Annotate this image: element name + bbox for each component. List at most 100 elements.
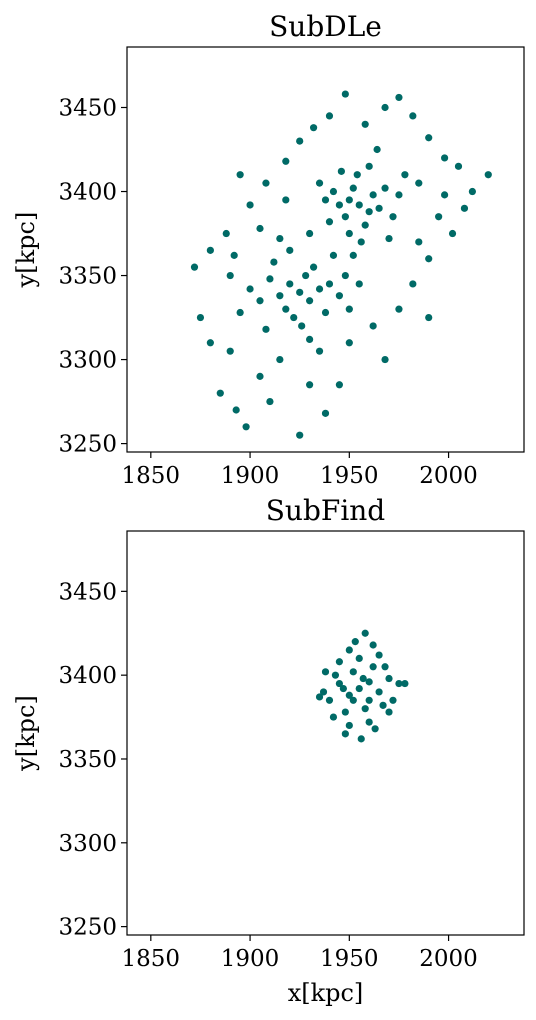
chart-title: SubFind	[266, 494, 386, 527]
x-tick-label: 1850	[122, 946, 181, 972]
point	[484, 171, 492, 179]
y-tick-label: 3300	[58, 348, 117, 374]
point	[335, 292, 343, 300]
point	[373, 145, 381, 154]
point	[365, 208, 373, 216]
point	[381, 103, 389, 112]
point	[329, 713, 338, 721]
y-tick-label: 3350	[58, 747, 117, 773]
point	[365, 696, 373, 704]
point	[236, 308, 244, 317]
point	[190, 263, 199, 271]
point	[236, 171, 244, 179]
point	[355, 201, 363, 209]
point	[341, 708, 349, 716]
point	[425, 134, 433, 142]
point	[270, 258, 278, 266]
point	[296, 288, 304, 296]
point	[216, 389, 224, 397]
point	[401, 171, 409, 179]
point	[337, 167, 345, 175]
point	[266, 397, 274, 406]
y-tick-label: 3450	[58, 95, 117, 121]
point	[355, 684, 363, 693]
point	[286, 280, 294, 288]
point	[409, 280, 417, 288]
point	[381, 184, 389, 192]
x-tick-label: 1900	[221, 946, 280, 972]
x-tick-label: 1850	[122, 463, 181, 489]
y-tick-label: 3300	[58, 831, 117, 857]
point	[355, 654, 363, 663]
point	[349, 668, 357, 676]
point	[306, 297, 314, 305]
point	[415, 179, 423, 187]
point	[371, 725, 379, 733]
point	[276, 355, 284, 364]
point	[365, 718, 373, 726]
point	[357, 238, 365, 246]
point	[262, 179, 270, 187]
point	[369, 322, 377, 330]
point	[365, 678, 373, 686]
point	[448, 229, 457, 238]
point	[282, 196, 290, 204]
point	[262, 325, 270, 333]
point	[226, 271, 234, 280]
point	[375, 204, 383, 212]
y-axis-label: y[kpc]	[12, 212, 40, 289]
point	[361, 629, 369, 637]
point	[230, 251, 238, 259]
y-axis-label: y[kpc]	[12, 695, 40, 772]
x-tick-label: 1900	[221, 463, 280, 489]
point	[379, 701, 387, 709]
point	[319, 688, 328, 696]
point	[395, 93, 403, 102]
y-tick-label: 3450	[58, 579, 117, 605]
point	[460, 204, 469, 212]
point	[345, 339, 353, 347]
point	[375, 651, 383, 659]
point	[276, 234, 284, 243]
point	[315, 179, 324, 187]
point	[256, 297, 264, 305]
point	[349, 696, 357, 704]
point	[296, 431, 304, 439]
point	[321, 308, 330, 317]
point	[345, 196, 353, 204]
point	[335, 679, 343, 688]
point	[246, 285, 254, 293]
x-tick-label: 1950	[320, 946, 379, 972]
point	[325, 112, 334, 120]
point	[302, 271, 310, 280]
point	[290, 313, 298, 322]
point	[341, 213, 349, 221]
point	[369, 663, 377, 671]
point	[385, 674, 393, 683]
point	[306, 335, 314, 344]
point	[325, 696, 334, 704]
point	[226, 347, 234, 355]
point	[359, 674, 367, 683]
point	[341, 90, 349, 98]
point	[357, 735, 365, 743]
point	[361, 120, 369, 128]
point	[256, 224, 264, 233]
point	[351, 638, 359, 646]
point	[306, 229, 314, 238]
point	[315, 285, 324, 293]
point	[298, 322, 306, 330]
point	[335, 381, 343, 389]
point	[345, 721, 353, 730]
point	[401, 679, 409, 688]
point	[369, 641, 377, 649]
point	[276, 292, 284, 300]
point	[349, 251, 357, 259]
point	[196, 313, 205, 322]
point	[375, 688, 383, 696]
point	[369, 191, 377, 199]
point	[395, 191, 403, 199]
point	[395, 679, 403, 688]
point	[435, 213, 443, 221]
